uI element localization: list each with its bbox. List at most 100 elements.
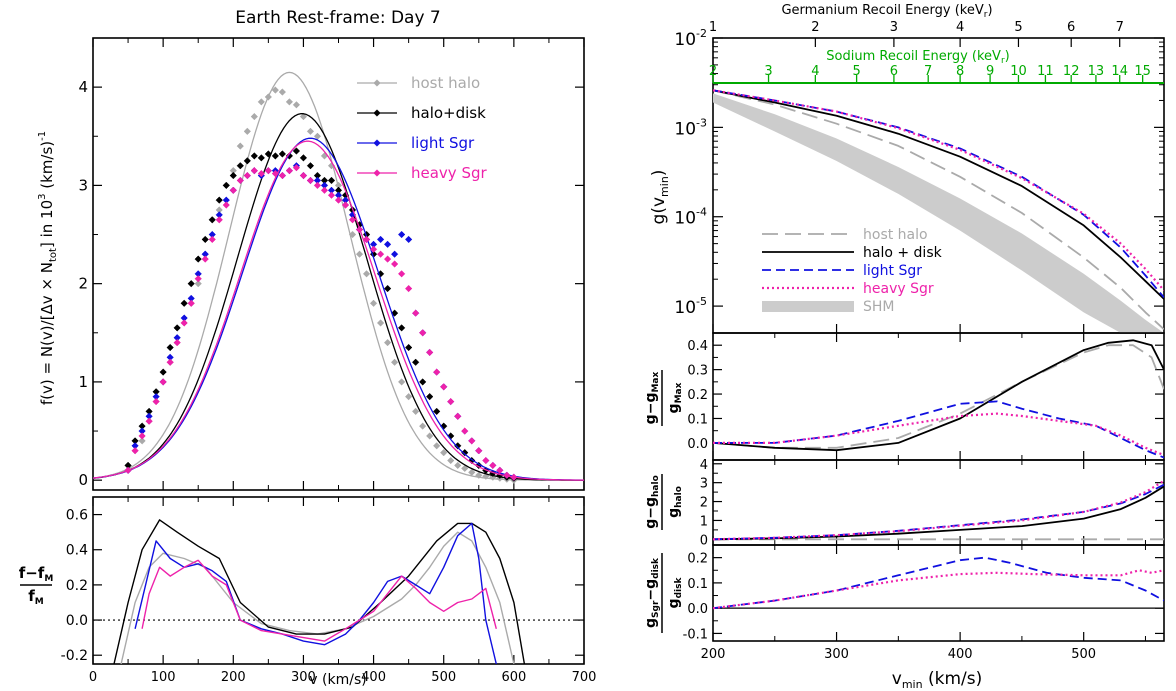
right-gmax-residual-panel: 0.0 0.1 0.2 0.3 0.4	[687, 332, 1165, 461]
tick-exponent: -5	[696, 295, 707, 308]
right-p2-ylabel: g−gMax gMax	[643, 370, 684, 426]
legend-label-host-halo: host halo	[411, 74, 480, 92]
data-point-halo-disk	[222, 181, 230, 190]
data-point-host-halo	[362, 270, 371, 278]
data-point-host-halo	[278, 88, 287, 96]
right-p1-y-tick-label: 10-4	[674, 206, 707, 229]
fit-curve-halo-disk	[93, 113, 584, 481]
germanium-tick-label: 1	[709, 20, 717, 35]
g-curve-light-sgr	[713, 89, 1164, 298]
data-point-heavy-sgr	[250, 166, 258, 175]
right-ylabel-main: g(vmin)	[649, 170, 671, 225]
data-point-heavy-sgr	[362, 235, 371, 244]
left-bot-x-tick-label: 500	[431, 670, 456, 685]
svg-text:gMax: gMax	[666, 382, 684, 413]
left-bot-y-tick-label: 0.0	[66, 613, 88, 629]
right-p4-y-tick-label: -0.1	[683, 627, 708, 642]
svg-text:g−gMax: g−gMax	[643, 372, 661, 425]
data-point-heavy-sgr	[257, 169, 265, 178]
data-point-heavy-sgr	[292, 164, 301, 172]
legend-symbol-light-sgr	[373, 139, 381, 147]
data-point-halo-disk	[173, 324, 181, 332]
data-point-host-halo	[482, 472, 490, 480]
right-p2-y-tick-label: 0.4	[687, 339, 708, 354]
right-p3-y-tick-label: 1	[700, 514, 708, 529]
right-p3-frame	[712, 459, 1165, 546]
right-xlabel: vmin (km/s)	[892, 669, 982, 691]
data-point-heavy-sgr	[475, 447, 483, 455]
data-point-host-halo	[475, 471, 483, 479]
right-p4-ylabel: gSgr−gdisk gdisk	[643, 553, 684, 633]
data-point-heavy-sgr	[334, 196, 343, 204]
right-p3-y-tick-label: 0	[700, 533, 708, 548]
left-bot-x-tick-label: 700	[572, 670, 597, 685]
sodium-tick-label: 7	[924, 64, 932, 79]
data-point-host-halo	[348, 230, 357, 239]
data-point-heavy-sgr	[404, 284, 413, 293]
sodium-tick-label: 13	[1088, 64, 1105, 79]
data-point-halo-disk	[299, 154, 308, 162]
data-point-host-halo	[404, 392, 413, 401]
data-point-halo-disk	[327, 176, 336, 185]
right-p4-y-tick-label: 0.2	[687, 552, 708, 567]
right-gvmin-panel: 10-510-410-310-2 1 2 3 4 5 6 72 3 4 5 6 7 8 9 10 11 12 13 1…	[674, 20, 1165, 334]
g-curve-halo-disk	[713, 89, 1164, 300]
left-title: Earth Rest-frame: Day 7	[235, 8, 441, 28]
right-p2-y-tick-label: 0.2	[687, 388, 708, 403]
data-point-host-halo	[271, 86, 280, 94]
data-point-host-halo	[412, 407, 420, 416]
right-p3-y-tick-label: 3	[700, 477, 708, 492]
data-point-heavy-sgr	[348, 216, 357, 224]
data-point-host-halo	[454, 461, 462, 470]
sodium-tick-label: 2	[709, 64, 717, 79]
data-point-heavy-sgr	[138, 432, 146, 440]
left-bot-x-tick-label: 600	[501, 670, 526, 685]
data-point-heavy-sgr	[236, 176, 244, 185]
left-bot-x-tick-label: 400	[361, 670, 386, 685]
data-point-host-halo	[306, 127, 315, 136]
left-bot-x-tick-label: 200	[221, 670, 246, 685]
data-point-heavy-sgr	[412, 309, 420, 317]
ratio-curve-light-sgr	[713, 483, 1164, 541]
data-point-host-halo	[383, 338, 392, 347]
data-point-host-halo	[440, 449, 448, 457]
data-point-host-halo	[355, 250, 364, 258]
data-point-halo-disk	[264, 150, 273, 158]
sodium-tick-label: 3	[764, 64, 772, 79]
residual-curve-heavy-sgr	[141, 559, 497, 642]
right-p2-y-tick-label: 0.3	[687, 364, 708, 379]
data-point-host-halo	[257, 98, 265, 106]
data-point-heavy-sgr	[173, 338, 181, 347]
data-point-heavy-sgr	[489, 461, 497, 470]
data-point-host-halo	[461, 464, 469, 473]
data-point-heavy-sgr	[496, 466, 504, 475]
left-bot-y-tick-label: -0.2	[61, 648, 88, 664]
ratio-curve-heavy-sgr	[713, 569, 1164, 610]
data-point-heavy-sgr	[419, 329, 427, 337]
right-p3-y-tick-label: 4	[700, 458, 708, 473]
left-top-frame	[92, 37, 585, 491]
data-point-heavy-sgr	[299, 171, 308, 180]
right-p3-y-tick-label: 2	[700, 496, 708, 511]
data-point-host-halo	[376, 319, 385, 327]
data-point-halo-disk	[397, 324, 406, 332]
germanium-tick-label: 3	[890, 20, 898, 35]
data-point-host-halo	[138, 437, 146, 445]
data-point-light-sgr	[383, 240, 392, 249]
left-top-y-tick-label: 1	[78, 373, 88, 391]
data-point-host-halo	[292, 101, 301, 109]
data-point-host-halo	[243, 127, 251, 136]
ratio-curve-halo-disk	[713, 485, 1164, 541]
legend-label-light-sgr: light Sgr	[863, 263, 922, 279]
left-bot-y-tick-label: 0.6	[66, 508, 88, 524]
germanium-tick-label: 2	[811, 20, 819, 35]
ratio-curve-host-halo	[713, 344, 1164, 449]
germanium-tick-label: 4	[956, 20, 964, 35]
data-point-heavy-sgr	[222, 201, 230, 209]
data-point-halo-disk	[208, 216, 216, 224]
sodium-tick-label: 4	[811, 64, 819, 79]
right-p4-x-tick-label: 400	[948, 647, 973, 662]
data-point-host-halo	[194, 279, 202, 288]
data-point-heavy-sgr	[433, 368, 441, 376]
data-point-heavy-sgr	[131, 447, 139, 455]
